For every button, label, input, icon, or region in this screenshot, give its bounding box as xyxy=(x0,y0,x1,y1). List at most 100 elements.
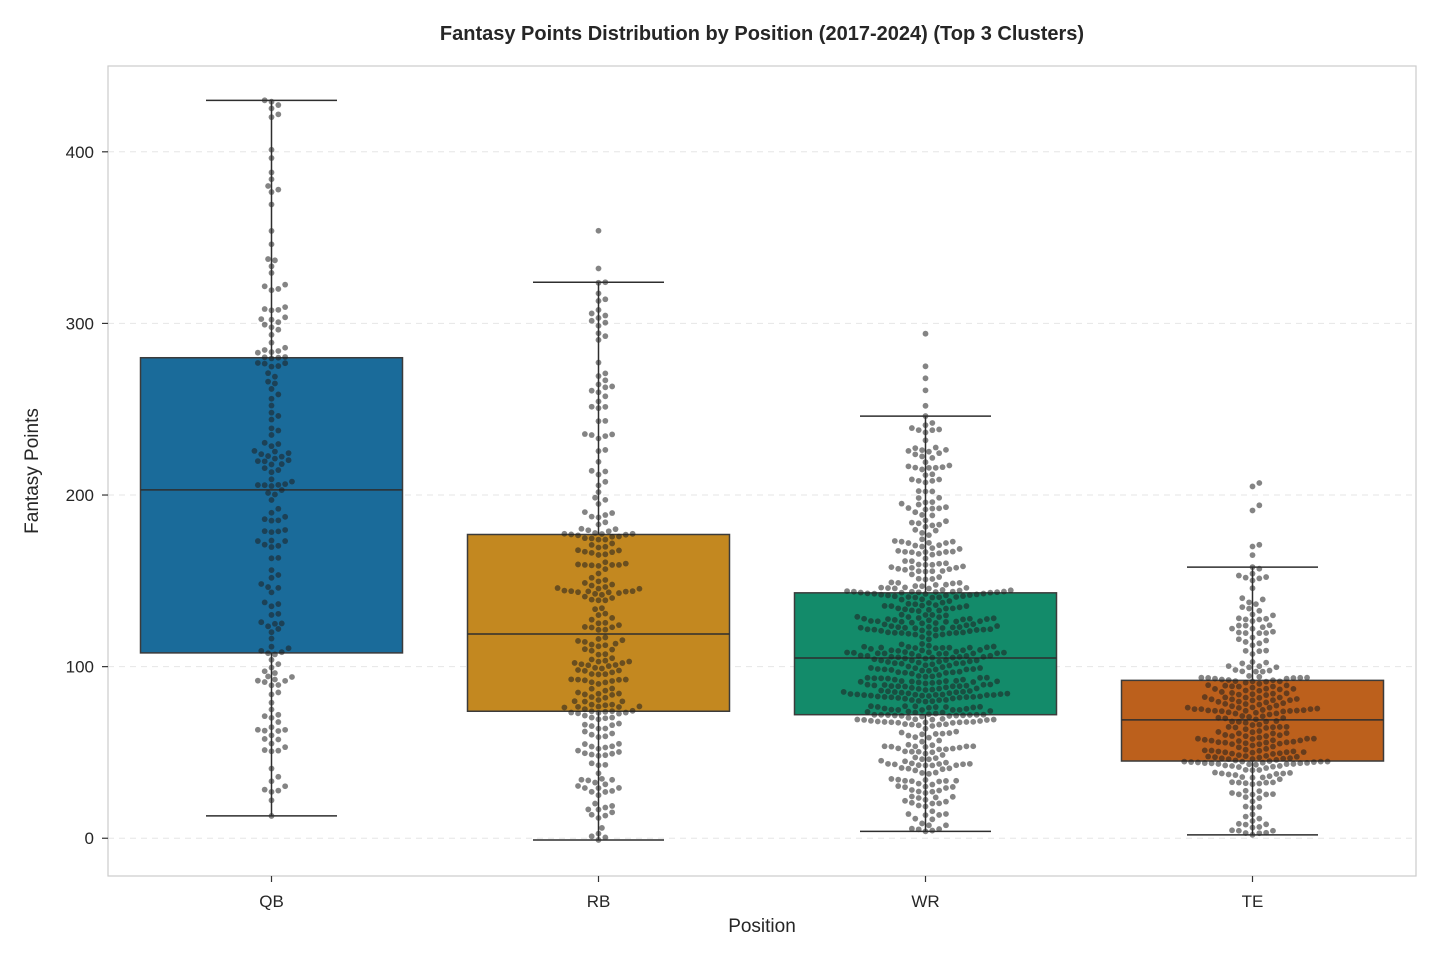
swarm-point-WR xyxy=(943,504,949,511)
swarm-point-WR xyxy=(936,826,943,832)
swarm-point-WR xyxy=(960,647,966,654)
swarm-point-QB xyxy=(261,283,268,290)
swarm-point-TE xyxy=(1256,747,1263,754)
swarm-point-WR xyxy=(919,453,925,460)
swarm-point-WR xyxy=(932,731,939,737)
swarm-point-RB xyxy=(636,703,643,710)
swarm-point-WR xyxy=(980,590,987,597)
swarm-point-WR xyxy=(891,617,898,623)
swarm-point-RB xyxy=(588,542,595,548)
swarm-point-WR xyxy=(926,623,932,630)
swarm-point-WR xyxy=(960,616,966,623)
swarm-points xyxy=(251,97,1331,843)
swarm-point-WR xyxy=(915,615,922,621)
swarm-point-WR xyxy=(977,618,983,625)
swarm-point-QB xyxy=(268,574,275,581)
swarm-point-WR xyxy=(926,448,932,455)
swarm-point-TE xyxy=(1229,690,1235,696)
swarm-point-WR xyxy=(966,658,973,665)
swarm-point-WR xyxy=(956,546,963,552)
swarm-point-WR xyxy=(932,755,939,761)
swarm-point-WR xyxy=(939,464,946,471)
swarm-point-QB xyxy=(275,601,282,607)
swarm-point-WR xyxy=(994,650,1001,657)
swarm-point-WR xyxy=(881,621,888,628)
swarm-point-WR xyxy=(983,692,990,698)
swarm-point-RB xyxy=(575,783,581,789)
swarm-point-RB xyxy=(619,698,626,705)
swarm-point-WR xyxy=(963,666,970,673)
swarm-point-RB xyxy=(602,319,609,326)
swarm-point-WR xyxy=(878,591,885,598)
swarm-point-RB xyxy=(595,552,602,558)
swarm-point-WR xyxy=(949,624,956,631)
swarm-point-WR xyxy=(929,471,936,478)
swarm-point-WR xyxy=(953,564,960,571)
swarm-point-WR xyxy=(970,743,977,750)
swarm-point-WR xyxy=(939,625,946,631)
swarm-point-TE xyxy=(1218,770,1225,777)
swarm-point-TE xyxy=(1229,683,1235,690)
swarm-point-WR xyxy=(908,425,915,431)
swarm-point-WR xyxy=(946,730,953,736)
swarm-point-TE xyxy=(1225,724,1232,730)
swarm-point-TE xyxy=(1229,750,1235,757)
swarm-point-RB xyxy=(581,698,588,705)
swarm-point-QB xyxy=(265,370,271,377)
swarm-point-WR xyxy=(949,719,956,726)
swarm-point-WR xyxy=(898,729,905,736)
swarm-point-RB xyxy=(612,662,619,668)
swarm-point-WR xyxy=(885,629,891,636)
swarm-point-WR xyxy=(898,596,905,603)
swarm-point-WR xyxy=(926,630,932,637)
swarm-point-WR xyxy=(949,784,956,790)
swarm-point-WR xyxy=(922,612,929,618)
swarm-point-WR xyxy=(905,540,912,546)
swarm-point-TE xyxy=(1276,750,1283,757)
swarm-point-TE xyxy=(1218,676,1225,683)
swarm-point-TE xyxy=(1283,749,1290,756)
x-tick-label-QB: QB xyxy=(259,892,284,911)
swarm-point-RB xyxy=(616,785,622,791)
swarm-point-WR xyxy=(956,683,963,690)
swarm-point-TE xyxy=(1259,713,1266,720)
swarm-point-WR xyxy=(902,721,908,727)
swarm-point-WR xyxy=(973,685,980,692)
swarm-point-TE xyxy=(1266,704,1273,711)
swarm-point-TE xyxy=(1253,709,1259,716)
swarm-point-WR xyxy=(953,629,960,636)
swarm-point-WR xyxy=(936,778,943,785)
swarm-point-WR xyxy=(966,615,973,622)
swarm-point-RB xyxy=(595,620,602,627)
boxes xyxy=(139,356,1385,762)
swarm-point-RB xyxy=(588,616,595,623)
swarm-point-TE xyxy=(1249,678,1256,685)
swarm-point-TE xyxy=(1256,734,1263,741)
swarm-point-TE xyxy=(1297,760,1304,767)
swarm-point-WR xyxy=(895,776,902,783)
swarm-point-RB xyxy=(575,747,581,754)
swarm-point-WR xyxy=(898,689,905,696)
swarm-point-WR xyxy=(919,466,925,473)
swarm-point-WR xyxy=(936,721,943,728)
swarm-point-WR xyxy=(854,613,861,620)
swarm-point-RB xyxy=(629,707,636,714)
swarm-point-WR xyxy=(926,642,932,649)
swarm-point-WR xyxy=(963,622,970,629)
swarm-point-QB xyxy=(275,682,282,688)
swarm-point-RB xyxy=(581,750,588,757)
swarm-point-RB xyxy=(595,562,602,569)
swarm-point-WR xyxy=(932,602,939,609)
swarm-point-QB xyxy=(285,645,292,652)
swarm-point-WR xyxy=(895,547,902,554)
swarm-point-TE xyxy=(1242,794,1249,801)
swarm-point-RB xyxy=(588,562,595,569)
swarm-point-WR xyxy=(943,540,949,546)
swarm-point-WR xyxy=(922,673,929,680)
swarm-point-QB xyxy=(254,538,261,544)
swarm-point-TE xyxy=(1215,748,1222,755)
swarm-point-WR xyxy=(973,591,980,598)
swarm-point-TE xyxy=(1256,767,1263,773)
swarm-point-RB xyxy=(602,812,609,819)
